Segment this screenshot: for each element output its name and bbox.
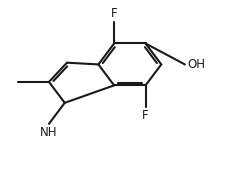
Text: OH: OH bbox=[186, 58, 204, 71]
Text: F: F bbox=[110, 7, 117, 20]
Text: NH: NH bbox=[40, 125, 57, 139]
Text: F: F bbox=[142, 109, 148, 122]
